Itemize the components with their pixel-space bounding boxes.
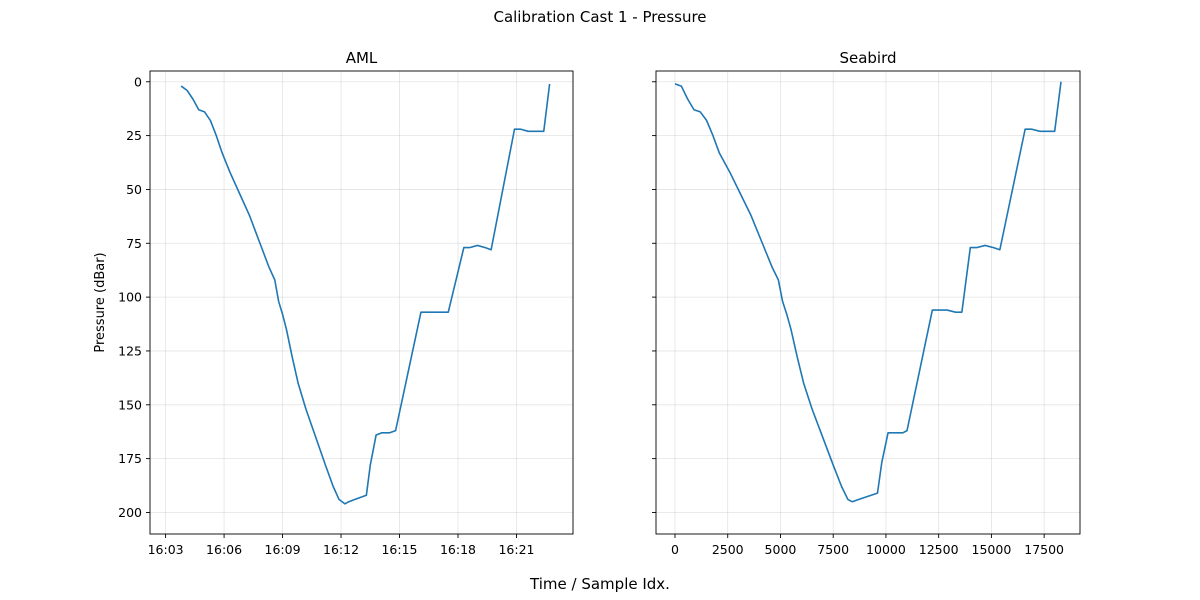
- subplot-title: AML: [346, 49, 378, 67]
- x-tick-label: 5000: [765, 542, 797, 557]
- y-tick-label: 200: [118, 505, 142, 520]
- y-tick-label: 50: [126, 182, 142, 197]
- x-tick-label: 0: [671, 542, 679, 557]
- figure-title: Calibration Cast 1 - Pressure: [493, 8, 707, 26]
- subplot-seabird: 0 2500 5000 7500 10000 12500 15000 17500 Seabird: [652, 49, 1081, 557]
- x-tick-label: 16:09: [265, 542, 301, 557]
- x-tick-label: 16:12: [323, 542, 359, 557]
- y-tick-label: 75: [126, 236, 142, 251]
- pressure-series-line: [674, 81, 1062, 503]
- y-tick-label: 175: [118, 451, 142, 466]
- x-tick-label: 10000: [866, 542, 906, 557]
- y-axis-label: Pressure (dBar): [93, 252, 108, 352]
- y-tick-label: 125: [118, 343, 142, 358]
- x-tick-label: 2500: [712, 542, 744, 557]
- y-tick-label: 150: [118, 397, 142, 412]
- subplot-title: Seabird: [839, 49, 896, 67]
- x-tick-label: 16:03: [148, 542, 184, 557]
- x-tick-label: 17500: [1024, 542, 1064, 557]
- y-tick-label: 25: [126, 128, 142, 143]
- subplot-aml: 16:03 16:06 16:09 16:12 16:15 16:18 16:21 0 25 50…: [93, 49, 574, 557]
- x-tick-label: 16:18: [440, 542, 476, 557]
- x-tick-label: 16:21: [498, 542, 534, 557]
- x-tick-label: 15000: [972, 542, 1012, 557]
- axes-frame: [149, 70, 574, 535]
- y-tick-label: 100: [118, 290, 142, 305]
- x-tick-label: 16:15: [381, 542, 417, 557]
- axes-frame: [655, 70, 1081, 535]
- figure-xlabel: Time / Sample Idx.: [530, 575, 670, 593]
- pressure-series-line: [180, 83, 551, 505]
- y-tick-label: 0: [134, 74, 142, 89]
- x-tick-label: 16:06: [206, 542, 242, 557]
- x-tick-label: 7500: [817, 542, 849, 557]
- x-tick-label: 12500: [919, 542, 959, 557]
